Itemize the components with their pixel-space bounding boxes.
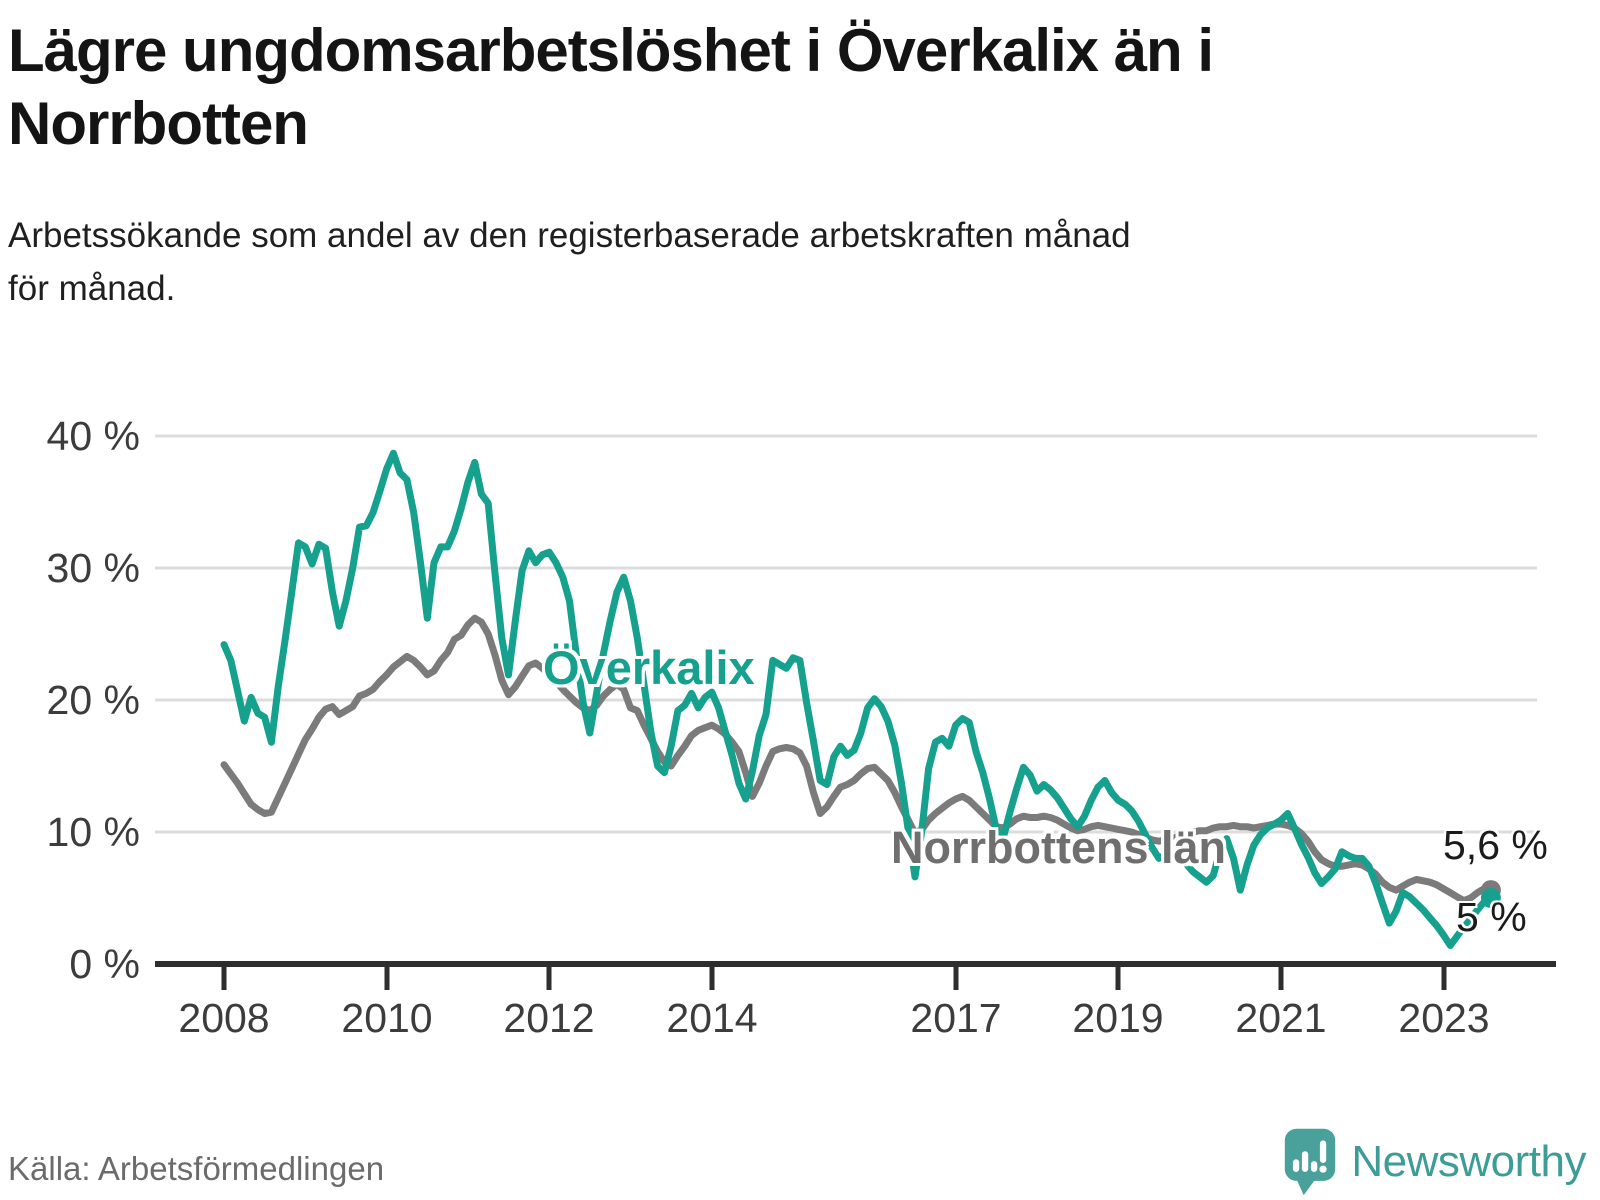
subtitle-line-1: Arbetssökande som andel av den registerb… xyxy=(8,216,1131,255)
y-axis-labels: 40 % 30 % 20 % 10 % 0 % xyxy=(47,413,140,987)
x-tick-label: 2017 xyxy=(910,995,1001,1041)
y-tick-label: 40 % xyxy=(47,413,140,459)
end-dot-overkalix xyxy=(1480,888,1501,908)
line-overkalix xyxy=(220,449,1495,949)
brand-name: Newsworthy xyxy=(1351,1137,1586,1186)
end-value-norrbotten: 5,6 % xyxy=(1443,822,1548,868)
newsworthy-logo-icon xyxy=(1285,1128,1336,1196)
x-tick-label: 2019 xyxy=(1072,995,1163,1041)
x-tick-label: 2010 xyxy=(341,995,432,1041)
subtitle-line-2: för månad. xyxy=(8,268,176,308)
title-line-2: Norrbotten xyxy=(8,90,309,158)
y-tick-label: 30 % xyxy=(47,545,140,591)
y-tick-label: 20 % xyxy=(47,677,140,723)
x-tick-label: 2014 xyxy=(666,995,757,1041)
x-tick-label: 2012 xyxy=(503,995,594,1041)
gridlines xyxy=(155,434,1537,834)
series-label-overkalix: Överkalix xyxy=(543,641,755,694)
source-note: Källa: Arbetsförmedlingen xyxy=(8,1150,385,1187)
y-tick-label: 0 % xyxy=(69,941,140,987)
series-label-norrbotten: Norrbottens län xyxy=(891,822,1227,873)
newsworthy-brand: Newsworthy xyxy=(1283,1126,1586,1198)
x-tick-label: 2021 xyxy=(1235,995,1326,1041)
x-axis xyxy=(155,961,1556,990)
x-tick-label: 2008 xyxy=(178,995,269,1041)
line-norrbotten xyxy=(220,614,1495,905)
x-axis-labels: 2008 2010 2012 2014 2017 2019 2021 2023 xyxy=(178,995,1489,1041)
page-title: Lägre ungdomsarbetslöshet i Överkalix än… xyxy=(8,14,1548,160)
x-tick-label: 2023 xyxy=(1398,995,1489,1041)
chart-subtitle: Arbetssökande som andel av den registerb… xyxy=(8,210,1553,315)
end-value-overkalix: 5 % xyxy=(1456,894,1527,940)
y-tick-label: 10 % xyxy=(47,809,140,855)
title-line-1: Lägre ungdomsarbetslöshet i Överkalix än… xyxy=(8,17,1214,84)
